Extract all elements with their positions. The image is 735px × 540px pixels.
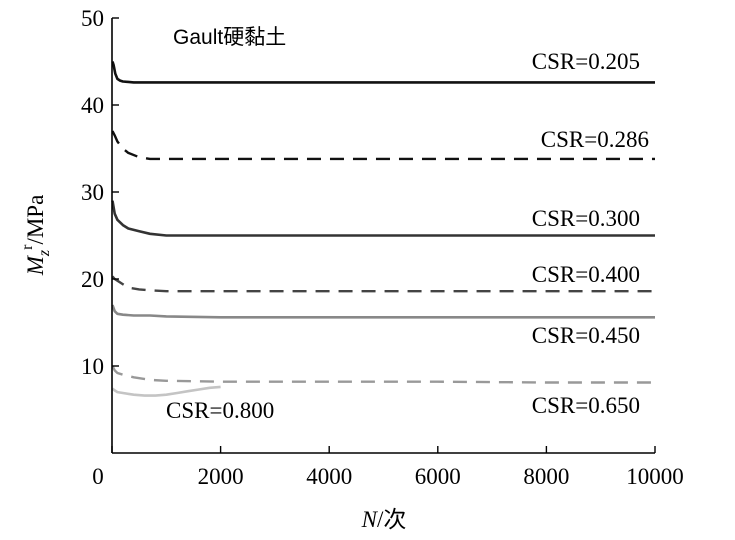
x-tick-label: 4000 [306,464,352,489]
series-line-6 [111,385,221,397]
y-axis-label: Mzr/MPa [19,195,53,277]
x-axis-label: N/次 [361,507,407,532]
series-line-2 [111,200,655,237]
x-axis-label-rest: /次 [377,507,406,532]
series-label-0650: CSR=0.650 [532,393,640,418]
x-tick-label: 2000 [198,464,244,489]
y-axis-label-group: Mzr/MPa [19,195,53,277]
series-layer [111,61,655,397]
ticks-layer: 10 20 30 40 50 0 2000 4000 6000 8000 10000 [81,6,684,489]
axes-layer [111,18,655,454]
y-axis-label-sub: z [36,249,53,257]
chart-title: Gault硬黏土 [173,26,286,49]
y-tick-label: 20 [81,267,104,292]
series-labels: CSR=0.205 CSR=0.286 CSR=0.300 CSR=0.400 … [166,49,649,423]
series-label-0205: CSR=0.205 [532,49,640,74]
series-line-3 [111,275,655,293]
y-tick-label: 40 [81,93,104,118]
series-label-0800: CSR=0.800 [166,398,274,423]
series-label-0300: CSR=0.300 [532,206,640,231]
series-label-0450: CSR=0.450 [532,323,640,348]
series-label-0400: CSR=0.400 [532,262,640,287]
series-line-4 [111,304,655,319]
y-axis-label-sup: r [19,244,36,250]
x-tick-label: 8000 [523,464,569,489]
x-tick-label: 0 [92,464,104,489]
series-line-5 [111,365,655,384]
series-line-0 [111,61,655,84]
series-label-0286: CSR=0.286 [541,127,649,152]
series-line-1 [111,130,655,161]
y-axis-label-M: M [23,254,48,276]
x-tick-label: 6000 [415,464,461,489]
x-axis-label-italic: N [361,507,379,532]
y-tick-label: 30 [81,180,104,205]
y-tick-label: 10 [81,354,104,379]
y-tick-label: 50 [81,6,104,31]
y-axis-label-rest: /MPa [23,195,48,245]
x-tick-label: 10000 [626,464,684,489]
